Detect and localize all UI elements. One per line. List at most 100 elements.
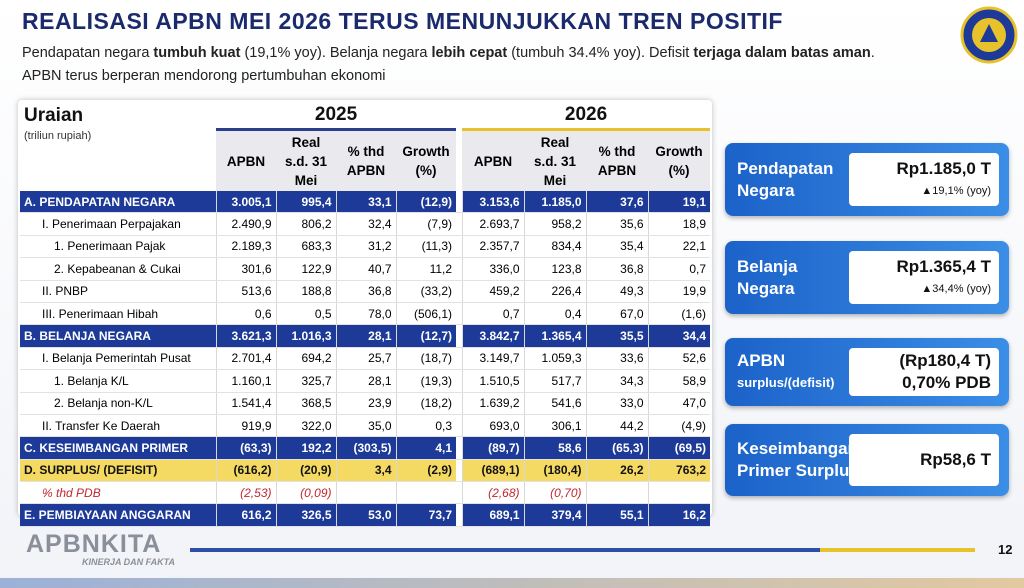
column-header: Real s.d. 31 Mei [276,128,336,191]
cell: 326,5 [275,503,336,527]
spacer [456,212,463,236]
cell: 0,7 [461,302,525,326]
subtitle-bold: tumbuh kuat [153,45,241,61]
card-value: Rp1.185,0 T ▲19,1% (yoy) [897,158,992,202]
table-row: I. Belanja Pemerintah Pusat 2.701,4 694,2 2… [20,347,711,371]
cell: 58,6 [523,436,587,460]
subtitle: Pendapatan negara tumbuh kuat (19,1% yoy… [22,42,875,88]
subtitle-text: (19,1% yoy). Belanja negara [240,45,432,61]
footer-line [190,548,820,552]
cell: 322,0 [275,414,336,438]
cell: 368,5 [275,392,336,415]
table-row: % thd PDB (2,53) (0,09) (2,68) (0,70) [20,481,711,505]
cell: 47,0 [647,392,711,415]
cell: 336,0 [461,257,525,281]
card-title-line: Negara [737,180,795,200]
card-value-bg [849,251,999,304]
cell: 995,4 [275,191,336,214]
emblem [960,6,1018,64]
table-row: 2. Kepabeanan & Cukai 301,6 122,9 40,7 11,2 3… [20,257,711,281]
spacer [456,436,463,460]
cell: 1.541,4 [215,392,276,415]
cell: 35,4 [585,235,649,259]
spacer [456,481,463,505]
cell: 36,8 [585,257,649,281]
cell: 34,4 [647,324,711,348]
cell: (89,7) [461,436,525,460]
table-header: Uraian [24,104,84,126]
card-title-line: Primer Surplus [737,461,859,480]
cell: 35,5 [585,324,649,348]
cell: 4,1 [395,436,457,460]
title: REALISASI APBN MEI 2026 TERUS MENUNJUKKA… [22,8,783,34]
card-title-line: APBN [737,351,786,370]
cell: 55,1 [585,503,649,527]
row-label: C. KESEIMBANGAN PRIMER [20,436,216,460]
cell: 325,7 [275,369,336,393]
cell: 1.160,1 [215,369,276,393]
table-row: B. BELANJA NEGARA 3.621,3 1.016,3 28,1 (12,7… [20,324,711,348]
cell: 67,0 [585,302,649,326]
table-panel: Uraian 2025 2026 (triliun rupiah) APBN Re… [18,100,712,527]
card-value: Rp1.365,4 T ▲34,4% (yoy) [897,256,992,300]
row-label: I. Belanja Pemerintah Pusat [20,347,216,371]
spacer [456,257,463,281]
cell: 33,1 [335,191,396,214]
cell: (63,3) [215,436,276,460]
cell: 35,6 [585,212,649,236]
row-label: E. PEMBIAYAAN ANGGARAN [20,503,216,527]
spacer [456,302,463,326]
cell: 35,0 [335,414,396,438]
cell: 517,7 [523,369,587,393]
cell: 3.005,1 [215,191,276,214]
cell: 3.842,7 [461,324,525,348]
cell: 1.059,3 [523,347,587,371]
column-header: Growth (%) [648,128,711,191]
cell: 53,0 [335,503,396,527]
spacer [456,280,463,303]
spacer [456,347,463,371]
row-label: II. Transfer Ke Daerah [20,414,216,438]
cell: 52,6 [647,347,711,371]
cell: (12,7) [395,324,457,348]
cell: 19,1 [647,191,711,214]
table-row: 1. Belanja K/L 1.160,1 325,7 28,1 (19,3) 1.51… [20,369,711,393]
card-value-line: Rp1.365,4 T [896,256,992,276]
cell [647,481,711,505]
cell: (2,9) [395,459,457,483]
row-label: 1. Penerimaan Pajak [20,235,216,259]
card-title-line: Pendapatan [737,158,834,178]
row-label: A. PENDAPATAN NEGARA [20,191,216,214]
table-row: 1. Penerimaan Pajak 2.189,3 683,3 31,2 (11,3… [20,235,711,259]
table-row: D. SURPLUS/ (DEFISIT) (616,2) (20,9) 3,4 (2,… [20,459,711,483]
subtitle-text: APBN terus berperan mendorong pertumbuha… [22,68,386,84]
table-row: II. PNBP 513,6 188,8 36,8 (33,2) 459,2 226,4 49… [20,280,711,303]
cell: 0,4 [523,302,587,326]
summary-card: Belanja Negara Rp1.365,4 T ▲34,4% (yoy) [725,241,1009,314]
cell: 31,2 [335,235,396,259]
cell: 28,1 [335,324,396,348]
cell: (11,3) [395,235,457,259]
card-value-line: Rp1.185,0 T [896,158,992,178]
cell: 34,3 [585,369,649,393]
page-number: 12 [998,542,1013,557]
card-title-line: Belanja [737,256,798,276]
cell: (12,9) [395,191,457,214]
bottom-band [0,578,1024,588]
card-value: Rp58,6 T [920,449,991,471]
cell: 3.149,7 [461,347,525,371]
cell: 541,6 [523,392,587,415]
subtitle-text: Pendapatan negara [22,45,154,61]
cell: 37,6 [585,191,649,214]
cell: (2,53) [215,481,276,505]
cell: 40,7 [335,257,396,281]
footer-line [820,548,975,552]
cell: (1,6) [647,302,711,326]
card-title-line: surplus/(defisit) [737,375,835,390]
cell: 3.621,3 [215,324,276,348]
card-value-bg [849,434,999,486]
cell: 226,4 [523,280,587,303]
subtitle-text: . [870,45,875,61]
cell: 32,4 [335,212,396,236]
